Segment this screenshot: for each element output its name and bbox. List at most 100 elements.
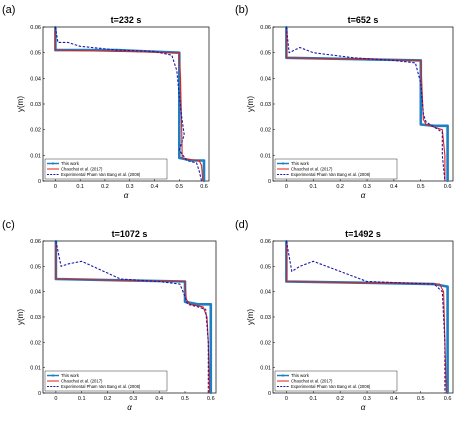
x-tick-label: 0.3	[363, 396, 371, 402]
x-tick-label: 0.2	[101, 184, 109, 190]
y-tick-label: 0.04	[260, 76, 271, 82]
chart-panel-1: (a) t=232 s 0 0.1 0.2 0.3 0.4 0.5 0.6 0 0.01 0.02 0.…	[2, 4, 210, 200]
y-tick-label: 0.06	[30, 239, 41, 245]
series-point	[446, 124, 449, 127]
series-line-3	[285, 241, 446, 393]
x-tick-label: 0.1	[309, 396, 317, 402]
panel-letter: (c)	[2, 219, 15, 231]
chart-panel-3: (c) t=1072 s 0 0.1 0.2 0.3 0.4 0.5 0.6 0 0.01 0.02 0…	[2, 219, 217, 412]
legend-box	[44, 370, 168, 392]
x-tick-label: 0	[54, 396, 57, 402]
chart-title: t=652 s	[348, 15, 379, 25]
series-point	[446, 154, 449, 157]
series-point	[446, 341, 449, 344]
panel-letter: (d)	[235, 219, 248, 231]
series-point	[209, 391, 212, 395]
legend-marker	[281, 162, 285, 165]
plot-area-frame	[272, 240, 454, 394]
y-tick-label: 0.01	[260, 366, 271, 372]
y-tick-label: 0	[38, 391, 41, 397]
y-tick-label: 0.04	[30, 76, 41, 82]
series-point	[183, 300, 187, 303]
x-axis-label: α	[124, 191, 129, 200]
x-tick-label: 0.6	[444, 396, 452, 402]
x-tick-label: 0.3	[130, 396, 138, 402]
legend-entry: Chauchat et al. (2017)	[291, 167, 333, 172]
y-tick-label: 0.02	[30, 128, 41, 134]
series-point	[202, 179, 206, 183]
legend-entry: Chauchat et al. (2017)	[61, 379, 103, 384]
x-tick-label: 0.1	[78, 396, 86, 402]
series-point	[209, 303, 212, 306]
series-point	[178, 77, 181, 80]
legend-marker	[281, 374, 285, 377]
series-line-1	[285, 241, 449, 393]
legend-entry: Chauchat et al. (2017)	[291, 379, 333, 384]
y-tick-label: 0.06	[260, 239, 271, 245]
x-axis-label: α	[127, 403, 132, 412]
x-axis-label: α	[361, 191, 366, 200]
legend-entry: Experimental Pham Van Bang et al. (2008)	[61, 384, 141, 389]
series-line-2	[55, 241, 211, 393]
y-tick-label: 0.02	[260, 128, 271, 134]
x-tick-label: 0.4	[390, 184, 398, 190]
x-tick-label: 0.6	[207, 396, 215, 402]
series-line-3	[55, 241, 209, 393]
legend-box	[274, 158, 398, 180]
x-tick-label: 0.4	[390, 396, 398, 402]
panel-letter: (b)	[235, 4, 248, 16]
x-tick-label: 0.3	[363, 184, 371, 190]
legend-entry: This work	[291, 373, 310, 378]
y-tick-label: 0.02	[260, 340, 271, 346]
series-point	[209, 341, 212, 344]
series-line-2	[54, 27, 204, 181]
y-tick-label: 0.01	[30, 153, 41, 159]
legend-entry: This work	[291, 161, 310, 166]
series-point	[202, 169, 206, 172]
x-tick-label: 0.3	[126, 184, 134, 190]
y-tick-label: 0.05	[30, 51, 41, 57]
x-tick-label: 0.5	[417, 184, 425, 190]
series-line-2	[285, 241, 447, 393]
x-tick-label: 0.5	[417, 396, 425, 402]
x-tick-label: 0.5	[175, 184, 183, 190]
legend-entry: Experimental Pham Van Bang et al. (2008)	[291, 384, 371, 389]
series-line-2	[285, 27, 446, 181]
y-axis-label: y(m)	[246, 96, 255, 112]
legend-entry: This work	[61, 373, 80, 378]
y-tick-label: 0.03	[30, 102, 41, 108]
series-line-1	[54, 241, 213, 393]
series-line-3	[285, 27, 446, 181]
y-axis-label: y(m)	[16, 309, 25, 325]
plot-area-frame	[272, 26, 454, 182]
series-point	[446, 391, 449, 395]
legend-entry: This work	[61, 161, 80, 166]
series-point	[178, 115, 181, 118]
y-tick-label: 0	[268, 179, 271, 185]
y-axis-label: y(m)	[246, 309, 255, 325]
y-tick-label: 0.01	[260, 153, 271, 159]
x-tick-label: 0.6	[200, 184, 208, 190]
series-point	[446, 285, 449, 288]
series-point	[419, 118, 422, 121]
x-axis-label: α	[361, 403, 366, 412]
x-tick-label: 0.4	[155, 396, 163, 402]
legend-entry: Experimental Pham Van Bang et al. (2008)	[291, 172, 371, 177]
x-tick-label: 0.6	[444, 184, 452, 190]
legend-marker	[51, 162, 55, 165]
y-tick-label: 0.05	[260, 264, 271, 270]
y-axis-label: y(m)	[16, 96, 25, 112]
series-point	[419, 123, 422, 126]
y-tick-label: 0.02	[30, 340, 41, 346]
chart-title: t=1072 s	[112, 229, 148, 239]
y-tick-label: 0.03	[30, 315, 41, 321]
panel-letter: (a)	[2, 4, 15, 16]
chart-panel-4: (d) t=1492 s 0 0.1 0.2 0.3 0.4 0.5 0.6 0 0.01 0.02 0…	[235, 219, 454, 412]
legend-box	[274, 370, 398, 392]
chart-title: t=232 s	[111, 15, 142, 25]
y-tick-label: 0	[268, 391, 271, 397]
series-point	[419, 90, 422, 93]
x-tick-label: 0.5	[181, 396, 189, 402]
legend-entry: Experimental Pham Van Bang et al. (2008)	[61, 172, 141, 177]
